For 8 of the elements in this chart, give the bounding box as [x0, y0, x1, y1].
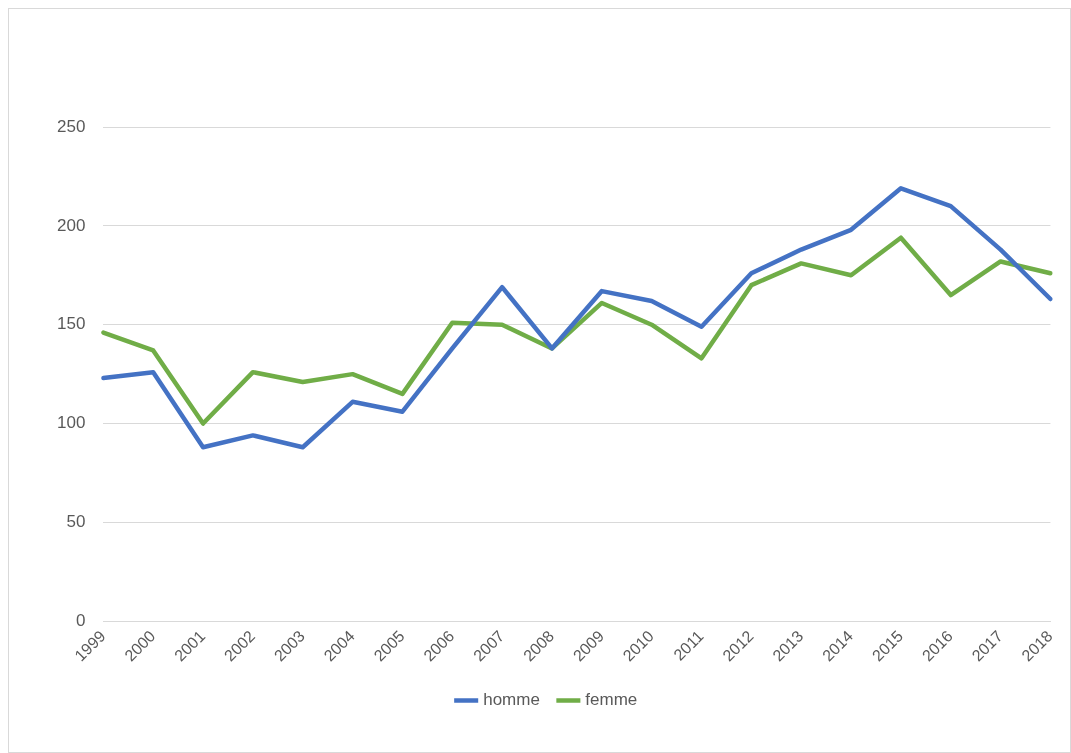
legend-label: femme: [585, 690, 638, 710]
y-tick-label: 150: [56, 314, 86, 334]
y-tick-label: 200: [56, 215, 86, 235]
y-tick-label: 0: [75, 610, 86, 630]
y-tick-label: 50: [66, 512, 86, 532]
legend-label: homme: [483, 690, 540, 710]
y-tick-label: 100: [56, 413, 86, 433]
y-tick-label: 250: [56, 116, 86, 136]
